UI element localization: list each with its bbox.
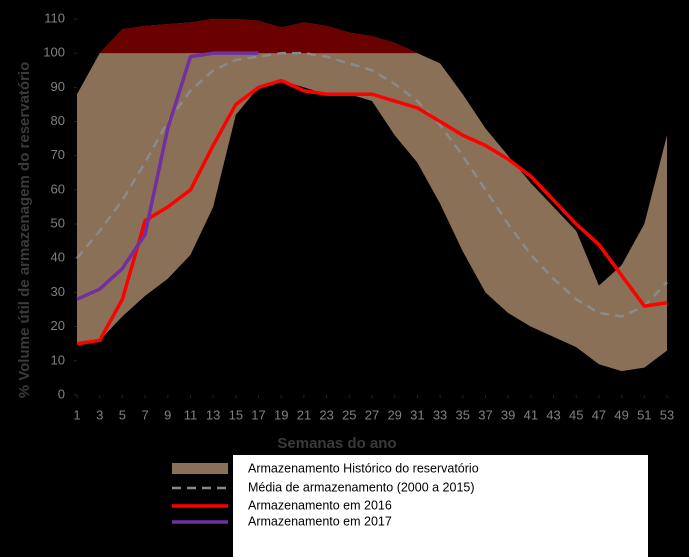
- x-tick-label: 39: [501, 407, 515, 422]
- x-tick-label: 7: [141, 407, 148, 422]
- series-line: [76, 78, 668, 346]
- y-tick-label: 100: [43, 45, 65, 60]
- x-tick-label: 47: [592, 407, 606, 422]
- band-overflow: [99, 19, 418, 54]
- y-tick-label: 110: [44, 10, 65, 25]
- x-tick-label: 17: [251, 407, 265, 422]
- x-tick-label: 49: [614, 407, 628, 422]
- legend-label: Armazenamento Histórico do reservatório: [248, 461, 479, 475]
- x-tick-label: 5: [119, 407, 126, 422]
- legend: Armazenamento Histórico do reservatório M…: [172, 461, 479, 528]
- y-tick-label: 10: [51, 352, 65, 367]
- y-tick-label: 40: [51, 250, 65, 265]
- x-tick-label: 29: [387, 407, 401, 422]
- legend-label: Armazenamento em 2017: [248, 514, 392, 528]
- y-tick-label: 80: [51, 113, 65, 128]
- legend-label: Armazenamento em 2016: [248, 498, 392, 512]
- x-tick-label: 1: [73, 407, 80, 422]
- x-tick-label: 31: [410, 407, 424, 422]
- legend-box: [233, 455, 648, 557]
- x-tick-label: 19: [274, 407, 288, 422]
- x-tick-label: 15: [229, 407, 243, 422]
- x-tick-label: 13: [206, 407, 220, 422]
- x-tick-label: 3: [96, 407, 103, 422]
- plot-area: [74, 18, 668, 398]
- x-axis-title: Semanas do ano: [277, 435, 396, 452]
- band-area: [77, 19, 667, 372]
- x-tick-label: 27: [365, 407, 379, 422]
- legend-swatch: [172, 463, 228, 474]
- series-line: [76, 51, 259, 301]
- y-tick-label: 30: [51, 284, 65, 299]
- x-tick-label: 53: [660, 407, 674, 422]
- legend-label: Média de armazenamento (2000 a 2015): [248, 480, 475, 494]
- y-tick-label: 90: [51, 79, 65, 94]
- x-tick-label: 37: [478, 407, 492, 422]
- y-tick-label: 60: [51, 181, 65, 196]
- x-tick-label: 45: [569, 407, 583, 422]
- x-tick-label: 43: [546, 407, 560, 422]
- x-tick-label: 41: [524, 407, 538, 422]
- y-tick-label: 70: [51, 147, 65, 162]
- x-tick-label: 11: [184, 407, 198, 422]
- x-tick-label: 21: [297, 407, 311, 422]
- x-tick-label: 9: [164, 407, 171, 422]
- x-tick-label: 35: [456, 407, 470, 422]
- x-tick-label: 51: [637, 407, 651, 422]
- x-tick-label: 23: [319, 407, 333, 422]
- x-tick-label: 25: [342, 407, 356, 422]
- y-tick-label: 50: [51, 216, 65, 231]
- y-axis-title: % Volume útil de armazenagem do reservat…: [16, 62, 33, 399]
- series-line: [76, 51, 668, 318]
- x-tick-label: 33: [433, 407, 447, 422]
- y-tick-label: 0: [58, 386, 65, 401]
- y-tick-label: 20: [51, 318, 65, 333]
